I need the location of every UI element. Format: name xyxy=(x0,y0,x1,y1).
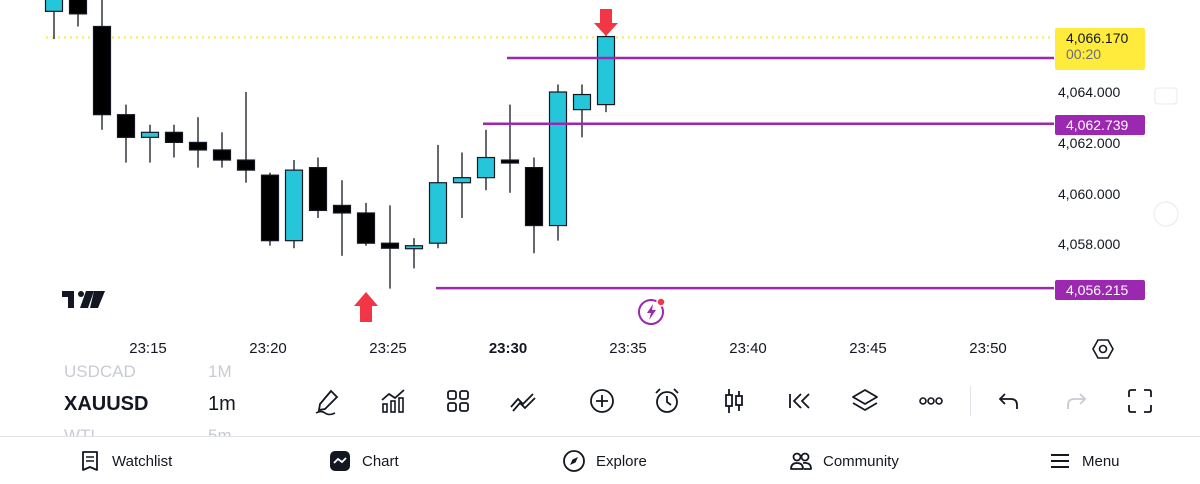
candle-bull xyxy=(572,93,592,111)
add-button[interactable] xyxy=(586,385,618,417)
alert-button[interactable] xyxy=(651,385,683,417)
candle-bear xyxy=(212,149,232,161)
nav-community-label: Community xyxy=(823,452,899,470)
candle-bull xyxy=(596,35,616,106)
plus-circle-icon xyxy=(590,389,614,413)
candle-bear xyxy=(524,167,544,227)
undo-icon xyxy=(998,393,1018,409)
compare-button[interactable] xyxy=(507,385,539,417)
candle-bull xyxy=(428,182,448,244)
symbol-name: XAUUSD xyxy=(64,393,149,415)
nav-explore-label: Explore xyxy=(596,452,647,470)
undo-button[interactable] xyxy=(993,385,1025,417)
candles-icon xyxy=(725,389,743,413)
chart-settings-icon[interactable] xyxy=(1092,338,1114,360)
candle-bear xyxy=(68,0,88,15)
nav-menu-label: Menu xyxy=(1082,452,1120,470)
nav-menu[interactable]: Menu xyxy=(1048,437,1120,484)
candle-bear xyxy=(188,141,208,151)
pencil-icon xyxy=(315,389,339,416)
candle-bull xyxy=(476,156,496,179)
nav-watchlist[interactable]: Watchlist xyxy=(78,437,172,484)
nav-chart[interactable]: Chart xyxy=(328,437,399,484)
candle-bear xyxy=(356,212,376,244)
time-tick: 23:15 xyxy=(129,340,167,357)
alarm-icon xyxy=(655,388,679,413)
candle-bull xyxy=(404,245,424,250)
redo-icon xyxy=(1067,393,1087,409)
chart-canvas[interactable] xyxy=(0,0,1200,368)
nav-chart-label: Chart xyxy=(362,452,399,470)
chart-icon xyxy=(330,451,350,471)
candle-bull xyxy=(44,0,64,12)
candle-bear xyxy=(92,25,112,116)
candle-bear xyxy=(260,174,280,242)
drawing-tool-button[interactable] xyxy=(312,385,344,417)
flash-icon[interactable] xyxy=(636,296,668,328)
fullscreen-button[interactable] xyxy=(1124,385,1156,417)
nav-community[interactable]: Community xyxy=(789,437,899,484)
side-handle xyxy=(1154,87,1178,105)
chart-type-button[interactable] xyxy=(718,385,750,417)
side-knob xyxy=(1153,201,1179,227)
time-tick-highlighted: 23:30 xyxy=(488,340,528,357)
nav-watchlist-label: Watchlist xyxy=(112,452,173,470)
symbol-timeframe: 1M xyxy=(208,362,232,381)
sell-arrow-icon xyxy=(594,9,618,36)
candle-bull xyxy=(284,169,304,242)
level-upper-badge[interactable]: 4,062.739 xyxy=(1055,115,1145,135)
symbol-timeframe: 1m xyxy=(208,393,236,415)
current-price-badge: 4,066.170 00:20 xyxy=(1055,28,1145,70)
replay-icon xyxy=(789,393,810,409)
time-tick: 23:35 xyxy=(609,340,647,357)
nav-explore[interactable]: Explore xyxy=(562,437,647,484)
time-tick: 23:20 xyxy=(249,340,287,357)
candle-bear xyxy=(500,159,520,164)
indicators-icon xyxy=(381,389,405,413)
price-tick: 4,064.000 xyxy=(1058,84,1121,100)
current-price-value: 4,066.170 xyxy=(1066,30,1129,46)
candle-bear xyxy=(380,242,400,249)
more-button[interactable] xyxy=(915,385,947,417)
chart-toolbar: USDCAD 1M XAUUSD 1m WTI 5m xyxy=(0,362,1200,445)
price-tick: 4,058.000 xyxy=(1058,236,1121,252)
time-tick: 23:45 xyxy=(849,340,887,357)
buy-arrow-icon xyxy=(354,292,378,322)
toolbar-divider xyxy=(970,386,971,416)
candle-bear xyxy=(308,167,328,212)
layers-button[interactable] xyxy=(849,385,881,417)
grid-icon xyxy=(447,390,469,412)
candle-bear xyxy=(236,159,256,171)
candle-bull xyxy=(548,91,568,227)
candle-countdown: 00:20 xyxy=(1066,46,1102,62)
fullscreen-icon xyxy=(1128,389,1152,413)
community-icon xyxy=(790,452,812,470)
candle-bull xyxy=(452,177,472,184)
level-lower-badge[interactable]: 4,056.215 xyxy=(1055,280,1145,300)
redo-button xyxy=(1060,385,1092,417)
layout-grid-button[interactable] xyxy=(442,385,474,417)
compass-icon xyxy=(563,450,585,472)
candle-bear xyxy=(332,204,352,214)
more-icon xyxy=(919,397,943,405)
tradingview-logo xyxy=(62,291,105,308)
indicators-button[interactable] xyxy=(377,385,409,417)
chart-area[interactable]: 4,064.000 4,062.000 4,060.000 4,058.000 … xyxy=(0,0,1200,368)
price-tick: 4,060.000 xyxy=(1058,186,1121,202)
candle-bear xyxy=(116,114,136,138)
watchlist-icon xyxy=(82,451,98,471)
time-tick: 23:25 xyxy=(369,340,407,357)
hamburger-icon xyxy=(1051,454,1069,468)
time-tick: 23:40 xyxy=(729,340,767,357)
layers-icon xyxy=(852,389,878,411)
compare-icon xyxy=(510,393,536,412)
candle-bull xyxy=(140,131,160,138)
replay-button[interactable] xyxy=(783,385,815,417)
candle-bear xyxy=(164,131,184,144)
price-tick: 4,062.000 xyxy=(1058,135,1121,151)
time-tick: 23:50 xyxy=(969,340,1007,357)
symbol-name: USDCAD xyxy=(64,362,136,381)
bottom-navigation: Watchlist Chart Explore Community Menu xyxy=(0,436,1200,484)
